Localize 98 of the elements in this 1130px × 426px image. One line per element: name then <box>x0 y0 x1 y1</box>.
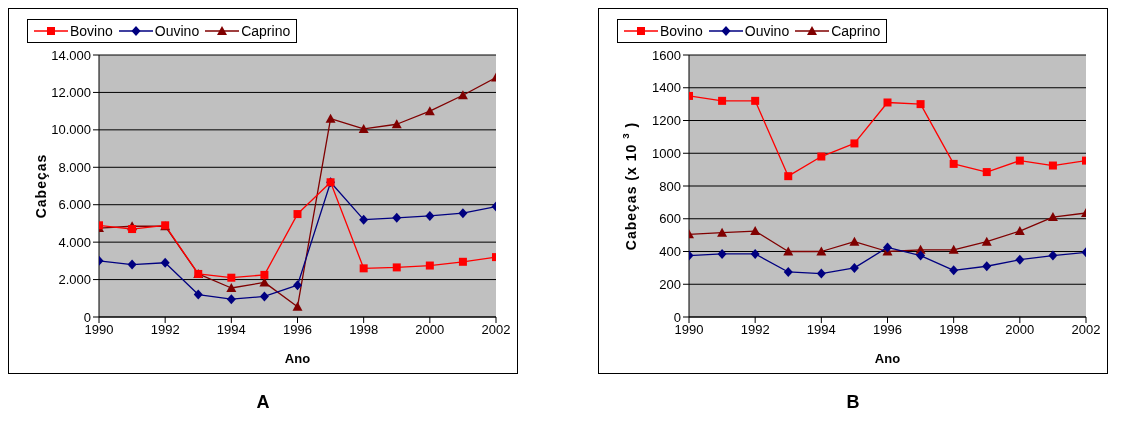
point <box>425 261 434 270</box>
y-tick-label: 600 <box>659 211 681 227</box>
x-tick-label: 1990 <box>674 322 704 338</box>
point <box>1047 212 1058 222</box>
point <box>883 98 892 107</box>
y-tick-label: 1600 <box>652 47 681 63</box>
point <box>981 236 992 246</box>
point <box>293 280 302 291</box>
point <box>1015 254 1025 265</box>
point <box>982 168 991 177</box>
point <box>392 263 401 272</box>
y-tick-label: 8.000 <box>58 159 91 175</box>
point <box>358 123 369 133</box>
point <box>359 214 369 225</box>
x-tick-label: 1994 <box>216 322 246 338</box>
y-tick-label: 1000 <box>652 145 681 161</box>
x-tick-label: 1998 <box>349 322 379 338</box>
legend-label: Ouvino <box>154 23 200 39</box>
point <box>458 257 467 266</box>
y-axis-title: Cabeças <box>33 153 49 219</box>
point <box>359 264 368 273</box>
x-axis-title: Ano <box>284 351 311 366</box>
point <box>849 262 859 273</box>
point <box>850 139 859 148</box>
x-tick-label: 2000 <box>1005 322 1035 338</box>
text: A <box>255 392 271 413</box>
point <box>751 96 760 105</box>
point <box>424 106 435 116</box>
point <box>849 236 860 246</box>
point <box>717 227 728 237</box>
y-tick-label: 6.000 <box>58 197 91 213</box>
point <box>883 242 892 253</box>
point <box>750 248 760 259</box>
x-tick-label: 2002 <box>1071 322 1101 338</box>
point <box>226 294 236 305</box>
point <box>783 246 794 256</box>
y-tick-label: 0 <box>83 309 91 325</box>
point <box>750 226 761 236</box>
legend-label: Bovino <box>70 23 113 39</box>
y-tick-label: 400 <box>659 244 681 260</box>
point <box>457 90 468 100</box>
point <box>949 265 959 276</box>
point <box>783 266 793 277</box>
point <box>425 210 435 221</box>
point <box>193 289 203 300</box>
point <box>982 261 992 272</box>
y-tick-label: 4.000 <box>58 234 91 250</box>
point <box>293 210 302 219</box>
y-tick-label: 12.000 <box>51 85 91 101</box>
y-tick-label: 800 <box>659 178 681 194</box>
x-axis-title: Ano <box>874 351 901 366</box>
point <box>1048 250 1058 261</box>
y-tick-label: 2.000 <box>58 272 91 288</box>
point <box>949 159 958 168</box>
point <box>127 259 137 270</box>
x-tick-label: 1992 <box>150 322 180 338</box>
point <box>916 100 925 109</box>
point <box>392 212 402 223</box>
point <box>948 244 959 254</box>
point <box>1015 156 1024 165</box>
x-tick-label: 1992 <box>740 322 770 338</box>
x-tick-label: 2002 <box>481 322 511 338</box>
point <box>292 301 303 311</box>
point <box>816 246 827 256</box>
x-tick-label: 1990 <box>84 322 114 338</box>
y-tick-label: 1200 <box>652 113 681 129</box>
point <box>227 273 236 282</box>
legend-label: Caprino <box>241 23 291 39</box>
point <box>391 119 402 129</box>
point <box>817 152 826 161</box>
x-tick-label: 2000 <box>415 322 445 338</box>
legend-label: Ouvino <box>744 23 790 39</box>
x-tick-label: 1994 <box>806 322 836 338</box>
point <box>784 172 793 181</box>
point <box>260 270 269 279</box>
point <box>1014 226 1025 236</box>
legend-label: Caprino <box>831 23 881 39</box>
point <box>458 208 468 219</box>
text: B <box>845 392 861 413</box>
legend-label: Bovino <box>660 23 703 39</box>
y-tick-label: 200 <box>659 276 681 292</box>
x-tick-label: 1996 <box>873 322 902 338</box>
y-tick-label: 0 <box>673 309 681 325</box>
point <box>128 225 137 234</box>
y-tick-label: 10.000 <box>51 122 91 138</box>
point <box>718 96 727 105</box>
point <box>325 113 336 123</box>
point <box>717 248 727 259</box>
y-tick-label: 1400 <box>652 80 681 96</box>
x-tick-label: 1998 <box>939 322 969 338</box>
x-tick-label: 1996 <box>283 322 312 338</box>
point <box>1048 161 1057 170</box>
y-tick-label: 14.000 <box>51 47 91 63</box>
point <box>259 291 269 302</box>
point <box>160 257 170 268</box>
point <box>916 250 926 261</box>
point <box>816 268 826 279</box>
point <box>226 282 237 292</box>
